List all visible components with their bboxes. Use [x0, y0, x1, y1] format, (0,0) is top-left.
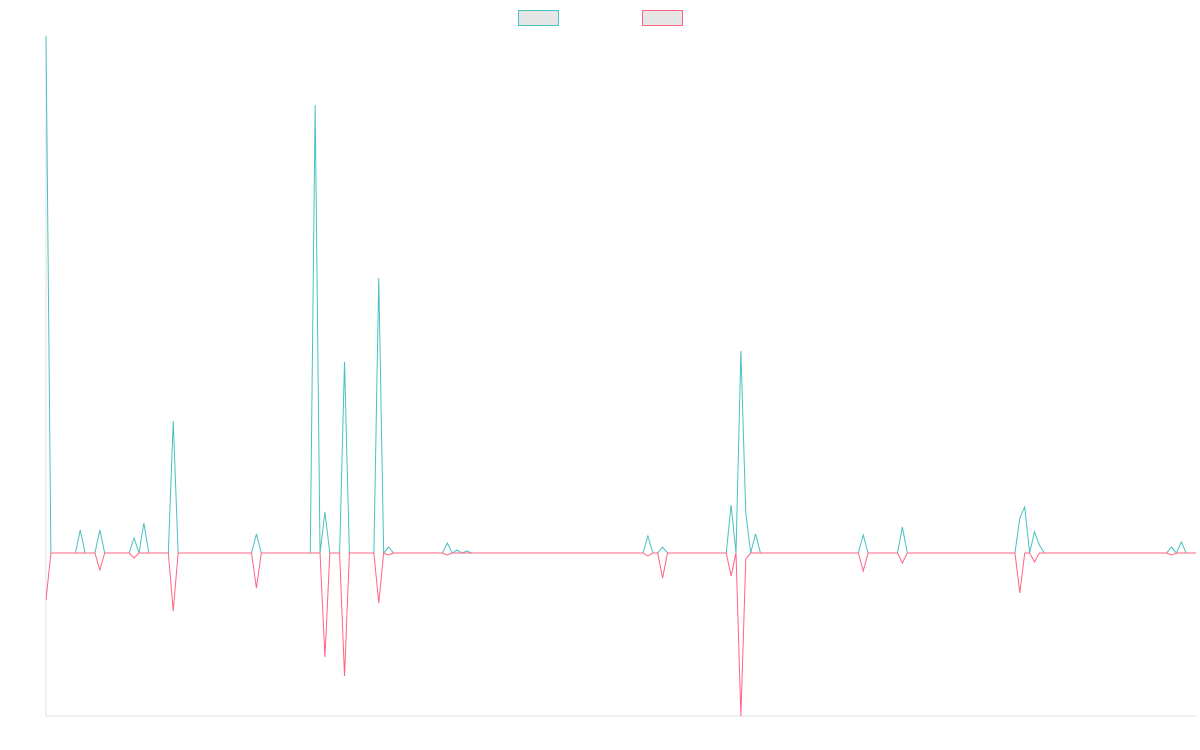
- data-line: [45, 35, 1196, 555]
- legend-swatch[interactable]: [518, 10, 559, 26]
- legend-swatch[interactable]: [642, 10, 683, 26]
- data-line: [45, 552, 1196, 717]
